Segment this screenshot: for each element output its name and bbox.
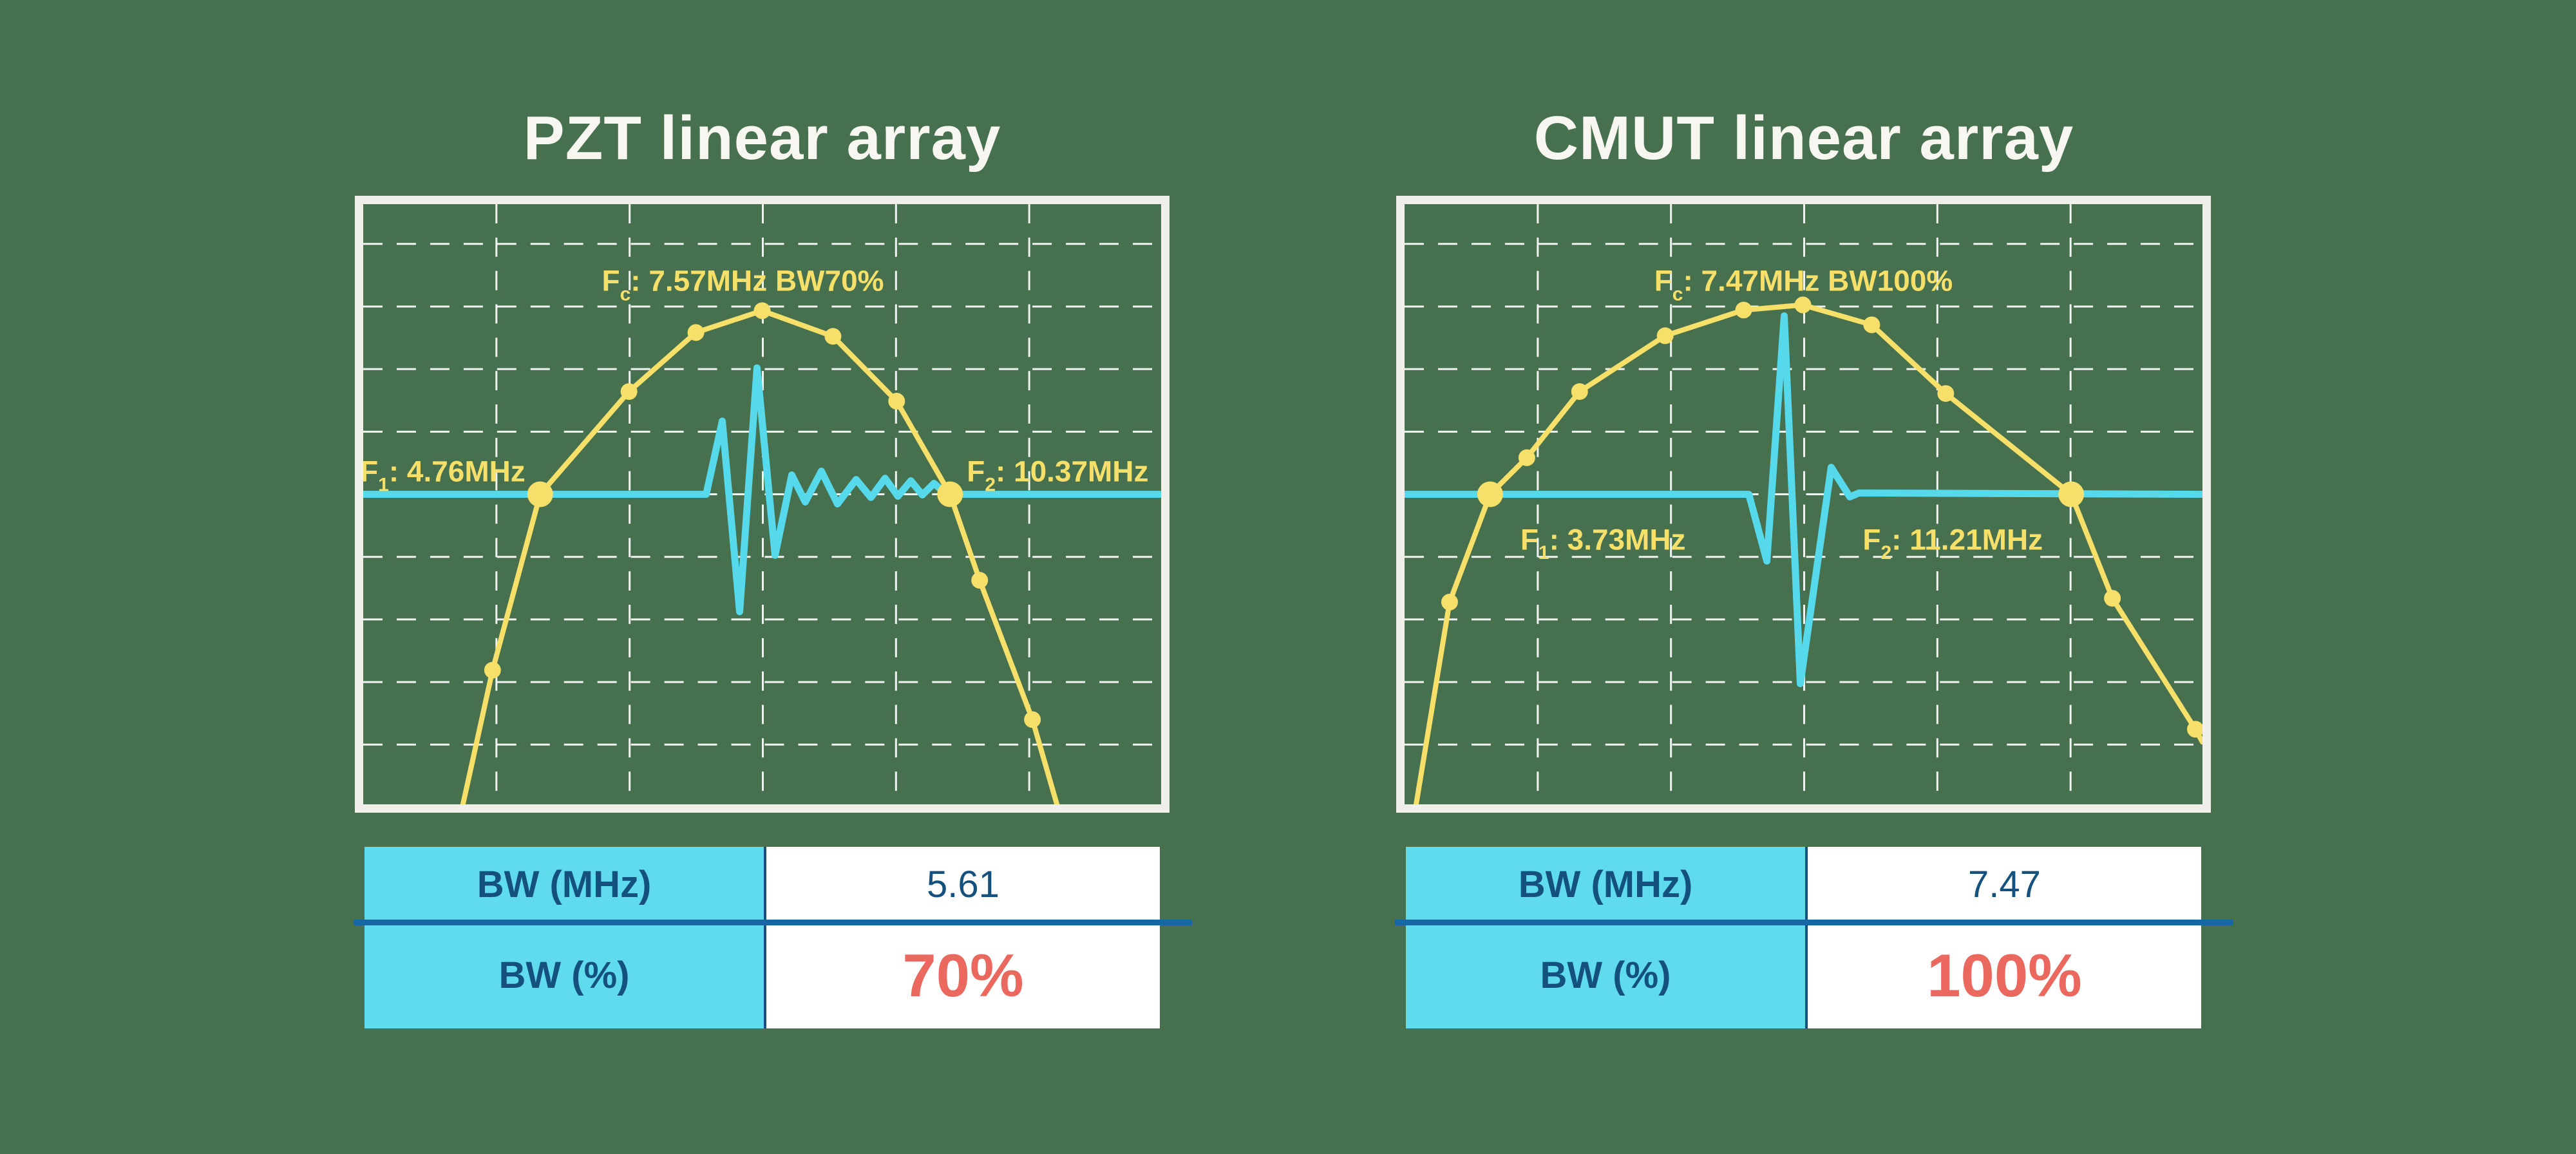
table-divider-line xyxy=(1395,920,2233,925)
table-row: BW (MHz) 5.61 xyxy=(365,847,1160,922)
data-point-marker xyxy=(824,328,842,345)
table-row: BW (%) 100% xyxy=(1406,922,2201,1028)
cmut-spectrum-plot: Fc: 7.47MHz BW100%F1: 3.73MHz F2: 11.21MH… xyxy=(1405,204,2202,804)
data-point-marker xyxy=(1656,327,1674,345)
frequency-annotation: F1: 3.73MHz xyxy=(1520,522,1686,563)
bw-pct-label: BW (%) xyxy=(1406,922,1805,1028)
cutoff-frequency-marker xyxy=(937,481,963,507)
data-point-marker xyxy=(1024,711,1041,728)
bw-pct-value: 70% xyxy=(764,922,1160,1028)
table-divider-line xyxy=(354,920,1192,925)
data-point-marker xyxy=(753,302,771,319)
data-point-marker xyxy=(1518,449,1535,466)
cutoff-frequency-marker xyxy=(527,481,553,507)
frequency-annotation: F2: 10.37MHz xyxy=(967,455,1148,496)
cmut-chart: Fc: 7.47MHz BW100% F1: 3.73MHz F2: 11.21MH… xyxy=(1396,196,2211,813)
data-point-marker xyxy=(2104,590,2121,607)
data-point-marker xyxy=(1794,296,1812,314)
data-point-marker xyxy=(2187,721,2202,738)
pzt-title: PZT linear array xyxy=(523,104,1001,173)
bw-pct-value: 100% xyxy=(1805,922,2201,1028)
cmut-table: BW (MHz) 7.47 BW (%) 100% xyxy=(1395,847,2233,1028)
bw-mhz-label: BW (MHz) xyxy=(1406,847,1805,922)
cmut-title: CMUT linear array xyxy=(1533,104,2074,173)
pulse-waveform xyxy=(1405,312,2202,688)
data-point-marker xyxy=(620,383,638,401)
cutoff-frequency-marker xyxy=(1477,481,1503,507)
pzt-spectrum-plot: Fc: 7.57MHz BW70% F1: 4.76MHz F2: 10.37MHz xyxy=(363,204,1161,804)
data-point-marker xyxy=(971,572,989,589)
bw-mhz-label: BW (MHz) xyxy=(365,847,764,922)
frequency-annotation: Fc: 7.57MHz BW70% xyxy=(602,264,884,305)
pzt-table: BW (MHz) 5.61 BW (%) 70% xyxy=(354,847,1192,1028)
data-point-marker xyxy=(1735,301,1752,319)
cutoff-frequency-marker xyxy=(2058,481,2085,507)
bw-mhz-value: 5.61 xyxy=(764,847,1160,922)
frequency-annotation: F1: 4.76MHz xyxy=(363,455,526,496)
data-point-marker xyxy=(1937,385,1955,402)
data-point-marker xyxy=(1571,383,1588,401)
data-point-marker xyxy=(1863,316,1880,334)
data-point-marker xyxy=(484,661,501,679)
data-point-marker xyxy=(687,324,705,341)
pzt-chart: Fc: 7.57MHz BW70% F1: 4.76MHz F2: 10.37MHz xyxy=(355,196,1170,813)
bw-pct-label: BW (%) xyxy=(365,922,764,1028)
spectrum-curve xyxy=(460,308,1060,804)
data-point-marker xyxy=(1441,594,1458,610)
cmut-panel: CMUT linear array Fc: 7.47MHz BW100% F1: … xyxy=(1395,0,2233,1154)
pzt-panel: PZT linear array Fc: 7.57MHz BW70% F1: 4.… xyxy=(354,0,1192,1154)
data-point-marker xyxy=(888,393,905,410)
bw-mhz-value: 7.47 xyxy=(1805,847,2201,922)
table-row: BW (MHz) 7.47 xyxy=(1406,847,2201,922)
table-row: BW (%) 70% xyxy=(365,922,1160,1028)
